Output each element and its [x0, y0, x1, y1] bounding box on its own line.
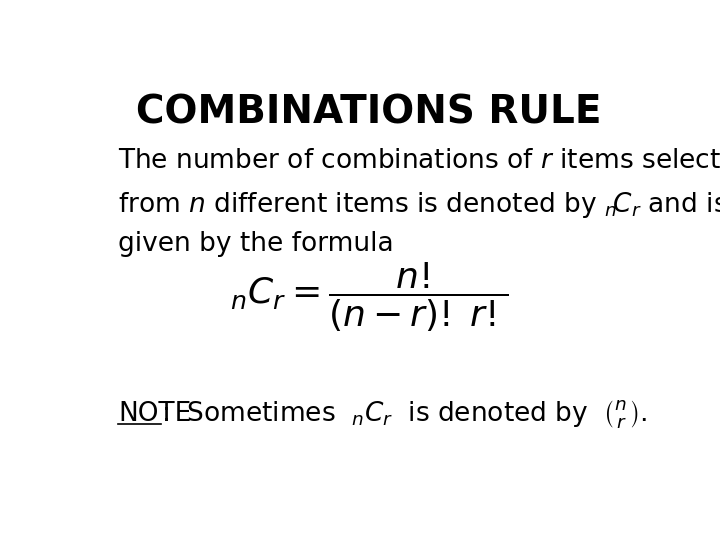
Text: ${}_n C_r = \dfrac{n!}{(n-r)!\; r!}$: ${}_n C_r = \dfrac{n!}{(n-r)!\; r!}$ [230, 261, 508, 334]
Text: COMBINATIONS RULE: COMBINATIONS RULE [136, 94, 602, 132]
Text: The number of combinations of $r$ items selected: The number of combinations of $r$ items … [118, 148, 720, 174]
Text: NOTE: NOTE [118, 401, 191, 427]
Text: :  Sometimes  ${}_n C_r$  is denoted by  $\binom{n}{r}$.: : Sometimes ${}_n C_r$ is denoted by $\b… [161, 398, 647, 430]
Text: from $n$ different items is denoted by ${}_n\!C_r$ and is: from $n$ different items is denoted by $… [118, 190, 720, 220]
Text: given by the formula: given by the formula [118, 231, 394, 257]
